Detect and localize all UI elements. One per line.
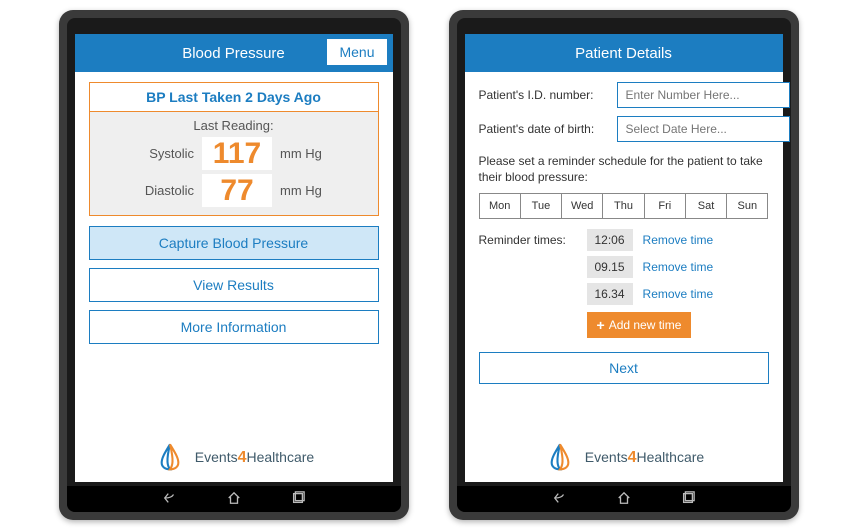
plus-icon: + — [597, 318, 605, 332]
capture-bp-button[interactable]: Capture Blood Pressure — [89, 226, 379, 260]
android-navbar — [67, 486, 401, 512]
time-row: 12:06 Remove time — [587, 229, 714, 251]
menu-button[interactable]: Menu — [327, 39, 386, 65]
content-area: Patient's I.D. number: Patient's date of… — [465, 72, 783, 482]
remove-time-link[interactable]: Remove time — [643, 287, 714, 301]
systolic-label: Systolic — [132, 146, 194, 161]
time-value[interactable]: 16.34 — [587, 283, 633, 305]
day-thu[interactable]: Thu — [602, 193, 644, 219]
tablet-inner: Patient Details Patient's I.D. number: P… — [457, 18, 791, 512]
patient-id-label: Patient's I.D. number: — [479, 88, 609, 102]
reminder-times-label: Reminder times: — [479, 229, 579, 338]
bp-summary-card: BP Last Taken 2 Days Ago Last Reading: S… — [89, 82, 379, 216]
time-value[interactable]: 12:06 — [587, 229, 633, 251]
time-row: 16.34 Remove time — [587, 283, 714, 305]
reminder-times-section: Reminder times: 12:06 Remove time 09.15 … — [479, 229, 769, 338]
header-title: Patient Details — [575, 45, 672, 62]
tablet-inner: Blood Pressure Menu BP Last Taken 2 Days… — [67, 18, 401, 512]
more-info-button[interactable]: More Information — [89, 310, 379, 344]
header-bar: Patient Details — [465, 34, 783, 72]
logo-icon — [543, 441, 577, 474]
logo-text: Events4Healthcare — [585, 449, 704, 467]
patient-dob-input[interactable] — [617, 116, 790, 142]
time-row: 09.15 Remove time — [587, 256, 714, 278]
logo-icon — [153, 441, 187, 474]
logo-row: Events4Healthcare — [89, 437, 379, 476]
back-icon[interactable] — [163, 491, 177, 508]
day-tue[interactable]: Tue — [520, 193, 562, 219]
patient-id-input[interactable] — [617, 82, 790, 108]
diastolic-unit: mm Hg — [280, 183, 335, 198]
tablet-right: Patient Details Patient's I.D. number: P… — [449, 10, 799, 520]
days-selector: Mon Tue Wed Thu Fri Sat Sun — [479, 193, 769, 219]
systolic-unit: mm Hg — [280, 146, 335, 161]
recents-icon[interactable] — [291, 491, 305, 508]
home-icon[interactable] — [617, 491, 631, 508]
logo-text: Events4Healthcare — [195, 449, 314, 467]
recents-icon[interactable] — [681, 491, 695, 508]
tablet-left: Blood Pressure Menu BP Last Taken 2 Days… — [59, 10, 409, 520]
diastolic-row: Diastolic 77 mm Hg — [90, 172, 378, 215]
logo-row: Events4Healthcare — [479, 437, 769, 476]
home-icon[interactable] — [227, 491, 241, 508]
view-results-button[interactable]: View Results — [89, 268, 379, 302]
next-button[interactable]: Next — [479, 352, 769, 384]
remove-time-link[interactable]: Remove time — [643, 260, 714, 274]
patient-id-row: Patient's I.D. number: — [479, 82, 769, 108]
reminder-instruction: Please set a reminder schedule for the p… — [479, 154, 769, 185]
header-bar: Blood Pressure Menu — [75, 34, 393, 72]
day-wed[interactable]: Wed — [561, 193, 603, 219]
systolic-row: Systolic 117 mm Hg — [90, 135, 378, 172]
remove-time-link[interactable]: Remove time — [643, 233, 714, 247]
content-area: BP Last Taken 2 Days Ago Last Reading: S… — [75, 72, 393, 482]
time-value[interactable]: 09.15 — [587, 256, 633, 278]
reminder-times-list: 12:06 Remove time 09.15 Remove time 16.3… — [587, 229, 714, 338]
screen: Blood Pressure Menu BP Last Taken 2 Days… — [75, 34, 393, 482]
diastolic-label: Diastolic — [132, 183, 194, 198]
patient-dob-label: Patient's date of birth: — [479, 122, 609, 136]
last-reading-label: Last Reading: — [90, 112, 378, 135]
day-sun[interactable]: Sun — [726, 193, 768, 219]
diastolic-value: 77 — [202, 174, 272, 207]
header-title: Blood Pressure — [182, 45, 285, 62]
android-navbar — [457, 486, 791, 512]
back-icon[interactable] — [553, 491, 567, 508]
day-mon[interactable]: Mon — [479, 193, 521, 219]
add-time-button[interactable]: + Add new time — [587, 312, 692, 338]
day-sat[interactable]: Sat — [685, 193, 727, 219]
screen: Patient Details Patient's I.D. number: P… — [465, 34, 783, 482]
day-fri[interactable]: Fri — [644, 193, 686, 219]
bp-card-title: BP Last Taken 2 Days Ago — [90, 83, 378, 112]
add-time-label: Add new time — [609, 318, 682, 332]
patient-dob-row: Patient's date of birth: — [479, 116, 769, 142]
systolic-value: 117 — [202, 137, 272, 170]
